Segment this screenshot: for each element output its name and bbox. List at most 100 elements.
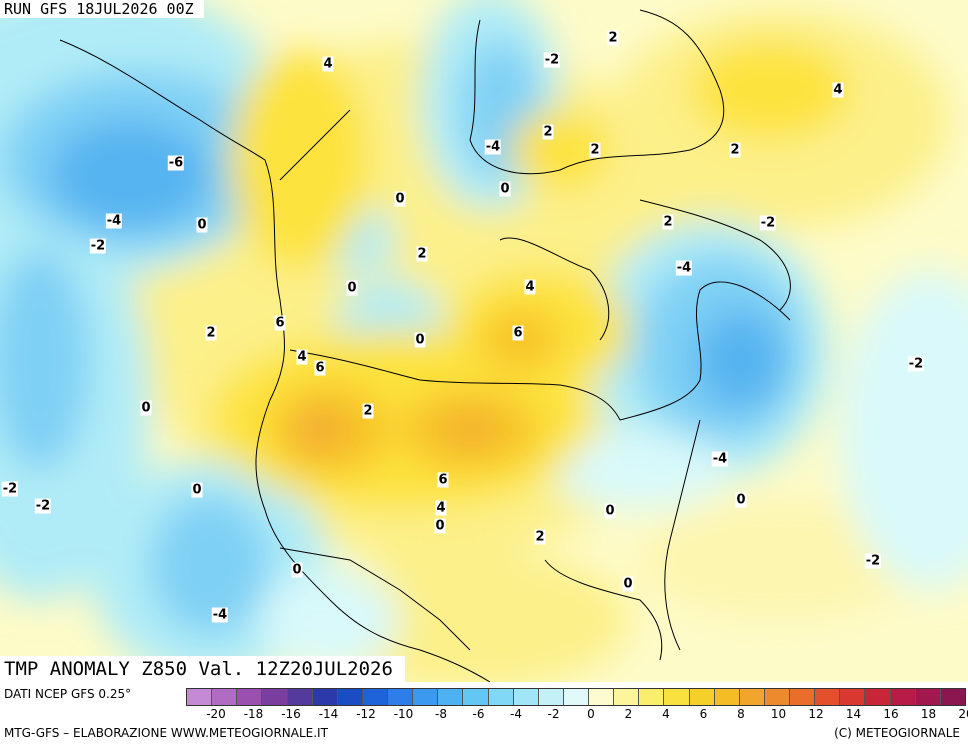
color-swatch [538, 689, 564, 705]
contour-label: 4 [524, 279, 536, 295]
color-swatch [513, 689, 539, 705]
color-swatch [388, 689, 414, 705]
color-swatch [337, 689, 363, 705]
scale-tick-label: -14 [318, 707, 339, 721]
color-swatch [840, 689, 866, 705]
color-swatch [614, 689, 640, 705]
color-swatch [287, 689, 313, 705]
variable-title: TMP ANOMALY Z850 Val. 12Z20JUL2026 [0, 656, 405, 682]
contour-label: -2 [34, 498, 52, 514]
color-swatch [312, 689, 338, 705]
anomaly-field [0, 0, 968, 682]
color-swatch [664, 689, 690, 705]
coastlines [59, 9, 791, 682]
scale-tick-label: 8 [737, 707, 745, 721]
color-swatch [915, 689, 941, 705]
contour-label: -4 [105, 213, 123, 229]
contour-label: 0 [291, 562, 303, 578]
contour-label: 0 [604, 503, 616, 519]
contour-label: -2 [759, 215, 777, 231]
temperature-anomaly-map: 4 -2 2 4 -6 2 2 -4 0 2 -4 -2 0 0 2 -2 -4 2 0 4 6 0 2 6 4 6 0 2 -2 6 4 0… [0, 0, 968, 682]
contour-label: -2 [907, 356, 925, 372]
contour-label: 2 [729, 142, 741, 158]
contour-label: 6 [274, 315, 286, 331]
contour-label: 2 [534, 529, 546, 545]
scale-tick-label: -8 [435, 707, 447, 721]
color-swatch [890, 689, 916, 705]
color-swatch [563, 689, 589, 705]
color-swatch [463, 689, 489, 705]
contour-label: -2 [89, 238, 107, 254]
color-swatch [739, 689, 765, 705]
color-scale-bar [186, 688, 966, 706]
contour-label: -2 [1, 481, 19, 497]
color-swatch [413, 689, 439, 705]
contour-label: 0 [434, 518, 446, 534]
color-swatch [362, 689, 388, 705]
scale-tick-label: 14 [845, 707, 862, 721]
contour-label: 4 [296, 349, 308, 365]
scale-tick-label: 2 [624, 707, 633, 721]
contour-label: 2 [589, 142, 601, 158]
contour-label: 4 [435, 500, 447, 516]
color-swatch [237, 689, 263, 705]
contour-label: 0 [414, 332, 426, 348]
scale-tick-label: -4 [510, 707, 522, 721]
scale-tick-label: -20 [206, 707, 226, 721]
contour-label: 4 [322, 56, 334, 72]
footer-credit: MTG-GFS – ELABORAZIONE WWW.METEOGIORNALE… [4, 726, 328, 740]
scale-tick-label: 0 [587, 707, 595, 721]
color-swatch [865, 689, 891, 705]
color-swatch [790, 689, 816, 705]
color-swatch [639, 689, 665, 705]
scale-tick-label: -18 [243, 707, 264, 721]
color-swatch [940, 689, 965, 705]
contour-label: 2 [362, 403, 374, 419]
scale-tick-label: 16 [883, 707, 899, 721]
contour-label: 0 [499, 181, 511, 197]
contour-label: 0 [346, 280, 358, 296]
scale-tick-label: -16 [281, 707, 301, 721]
scale-tick-label: 10 [770, 707, 787, 721]
color-swatch [438, 689, 464, 705]
color-swatch [714, 689, 740, 705]
contour-label: 6 [314, 360, 326, 376]
color-scale-ticks: -20 -18 -16 -14 -12 -10 -8 -6 -4 -2 0 2 4 6 8 10 12 14 16 1… [186, 707, 968, 723]
contour-label: -6 [167, 155, 185, 171]
contour-label: -4 [484, 139, 502, 155]
data-source-label: DATI NCEP GFS 0.25° [4, 687, 132, 701]
contour-label: -4 [711, 451, 729, 467]
color-swatch [815, 689, 841, 705]
color-swatch [764, 689, 790, 705]
scale-tick-label: 20 [958, 707, 968, 721]
contour-label: 0 [191, 482, 203, 498]
scale-tick-label: 6 [699, 707, 708, 721]
contour-label: 2 [205, 325, 217, 341]
color-swatch [589, 689, 615, 705]
contour-label: 2 [662, 214, 674, 230]
contour-label: 2 [607, 30, 619, 46]
contour-label: 2 [542, 124, 554, 140]
color-swatch [262, 689, 288, 705]
scale-tick-label: 12 [808, 707, 824, 721]
scale-tick-label: -10 [393, 707, 414, 721]
color-swatch [488, 689, 514, 705]
scale-tick-label: 18 [920, 707, 937, 721]
contour-label: 0 [140, 400, 152, 416]
contour-label: 0 [622, 576, 634, 592]
contour-label: -2 [543, 52, 561, 68]
scale-tick-label: 4 [662, 707, 670, 721]
run-title: RUN GFS 18JUL2026 00Z [0, 0, 204, 18]
contour-label: 0 [394, 191, 406, 207]
color-swatch [212, 689, 238, 705]
contour-label: -4 [675, 260, 693, 276]
contour-label: 4 [832, 82, 844, 98]
contour-label: 6 [437, 472, 449, 488]
color-swatch [187, 689, 213, 705]
contour-label: 0 [735, 492, 747, 508]
contour-label: 0 [196, 217, 208, 233]
contour-label: 6 [512, 325, 524, 341]
contour-label: -4 [211, 607, 229, 623]
scale-tick-label: -12 [356, 707, 376, 721]
footer-copyright: (C) METEOGIORNALE [834, 726, 960, 740]
